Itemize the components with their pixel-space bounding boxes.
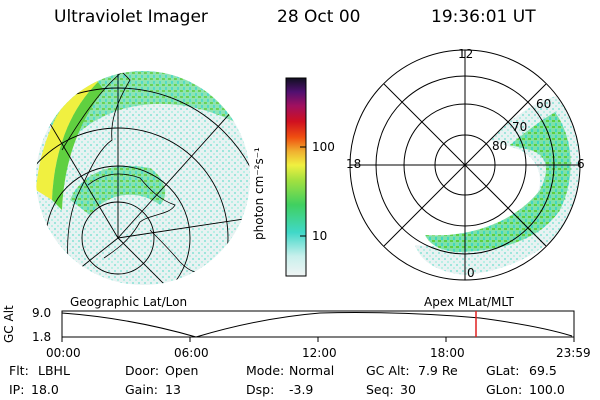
status-dsp-value: -3.9 [289, 382, 314, 397]
status-flt-label: Flt: [9, 363, 29, 378]
mlt-label-12: 12 [458, 47, 474, 61]
status-gain-value: 13 [165, 382, 181, 397]
orbit-xtick-1800: 18:00 [430, 346, 465, 360]
orbit-plot [61, 310, 575, 342]
right-panel-label: Apex MLat/MLT [424, 295, 514, 309]
status-gcalt-label: GC Alt: [366, 363, 410, 378]
mlt-label-6: 6 [577, 157, 585, 171]
status-gcalt-value: 7.9 Re [418, 363, 458, 378]
orbit-ylabel: GC Alt [2, 305, 16, 343]
lat-label-70: 70 [512, 120, 528, 134]
orbit-xtick-0000: 00:00 [46, 346, 81, 360]
status-dsp-label: Dsp: [246, 382, 275, 397]
status-glat-label: GLat: [486, 363, 520, 378]
apex-polar-image [349, 49, 581, 281]
orbit-xtick-0600: 06:00 [174, 346, 209, 360]
mlt-label-0: 0 [467, 266, 475, 280]
status-glat-value: 69.5 [529, 363, 557, 378]
status-mode-value: Normal [289, 363, 335, 378]
status-gain-label: Gain: [125, 382, 158, 397]
status-ip-value: 18.0 [31, 382, 59, 397]
colorbar-tick-10: 10 [312, 229, 328, 243]
left-panel-label: Geographic Lat/Lon [70, 295, 188, 309]
lat-label-60: 60 [536, 97, 552, 111]
mlt-label-18: 18 [346, 157, 362, 171]
orbit-ytick-high: 9.0 [32, 306, 52, 320]
colorbar-unit-label: photon cm⁻²s⁻¹ [252, 147, 266, 240]
app-title: Ultraviolet Imager [54, 7, 208, 27]
date-label: 28 Oct 00 [277, 7, 361, 27]
status-glon-value: 100.0 [529, 382, 565, 397]
status-mode-label: Mode: [246, 363, 285, 378]
lat-label-80: 80 [492, 139, 508, 153]
time-label: 19:36:01 UT [431, 7, 536, 27]
status-door-value: Open [165, 363, 199, 378]
orbit-ytick-low: 1.8 [32, 330, 52, 344]
status-door-label: Door: [125, 363, 160, 378]
colorbar [285, 77, 307, 277]
orbit-xtick-2359: 23:59 [556, 346, 591, 360]
orbit-xtick-1200: 12:00 [302, 346, 337, 360]
status-flt-value: LBHL [38, 363, 70, 378]
status-seq-label: Seq: [366, 382, 394, 397]
colorbar-tick-100: 100 [312, 140, 335, 154]
status-seq-value: 30 [400, 382, 416, 397]
status-ip-label: IP: [9, 382, 25, 397]
status-glon-label: GLon: [486, 382, 523, 397]
